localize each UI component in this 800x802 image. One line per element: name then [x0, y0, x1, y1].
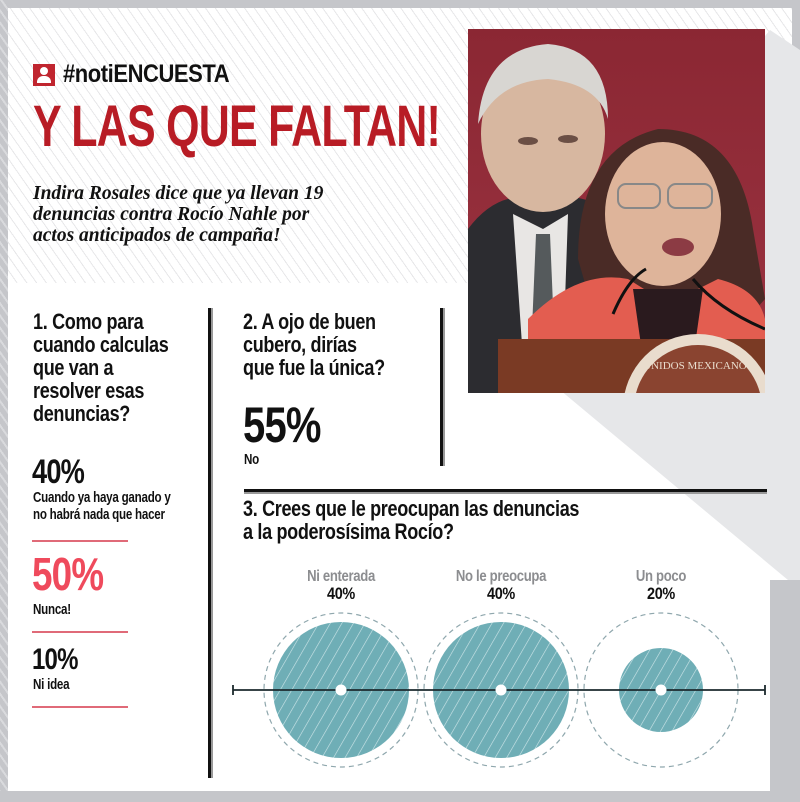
title-line: cubero, dirías	[243, 332, 357, 357]
q1-answer-2-label: Nunca!	[33, 602, 71, 619]
title-line: cuando calculas	[33, 332, 169, 357]
option-name: Ni enterada	[307, 568, 375, 585]
pink-divider	[32, 706, 128, 708]
question-1-title: 1. Como para cuando calculas que van a r…	[33, 310, 197, 425]
bottom-frame-edge	[0, 791, 800, 802]
title-line: que van a	[33, 355, 114, 380]
bubble-chart	[232, 612, 766, 768]
bubble-label-un-poco: Un poco 20%	[591, 568, 731, 602]
user-icon	[33, 63, 55, 86]
bubble-label-no-le-preocupa: No le preocupa 40%	[431, 568, 571, 602]
pink-divider	[32, 631, 128, 633]
headline: Y LAS QUE FALTAN!	[33, 94, 441, 159]
column-divider-right	[440, 308, 443, 466]
hashtag-label: #notiENCUESTA	[63, 60, 230, 88]
question-2-title: 2. A ojo de buen cubero, dirías que fue …	[243, 310, 423, 379]
section-divider	[244, 489, 767, 492]
center-dot	[335, 684, 347, 696]
intro-paragraph: Indira Rosales dice que ya llevan 19 den…	[33, 183, 433, 246]
title-line: resolver esas	[33, 378, 145, 403]
title-line: que fue la única?	[243, 355, 385, 380]
center-dot	[495, 684, 507, 696]
intro-line: denuncias contra Rocío Nahle por	[33, 204, 310, 225]
label-line: Cuando ya haya ganado y	[33, 490, 171, 506]
option-value: 40%	[487, 584, 515, 603]
title-line: 1. Como para	[33, 309, 144, 334]
question-3-title: 3. Crees que le preocupan las denuncias …	[243, 497, 637, 543]
label-line: Nunca!	[33, 602, 71, 618]
news-photo: UNIDOS MEXICANOS	[468, 29, 765, 393]
hashtag-row: #notiENCUESTA	[33, 60, 252, 89]
title-line: a la poderosísima Rocío?	[243, 519, 454, 544]
label-line: Ni idea	[33, 677, 70, 693]
q1-answer-3-label: Ni idea	[33, 677, 70, 694]
right-frame-edge	[770, 580, 800, 802]
intro-line: Indira Rosales dice que ya llevan 19	[33, 183, 324, 204]
title-line: 2. A ojo de buen	[243, 309, 376, 334]
bubble-label-ni-enterada: Ni enterada 40%	[271, 568, 411, 602]
title-line: 3. Crees que le preocupan las denuncias	[243, 496, 580, 521]
center-dot	[655, 684, 667, 696]
photo-illustration: UNIDOS MEXICANOS	[468, 29, 765, 393]
intro-line: actos anticipados de campaña!	[33, 225, 281, 246]
option-value: 40%	[327, 584, 355, 603]
q2-percent: 55%	[243, 397, 321, 453]
option-name: No le preocupa	[455, 568, 547, 585]
q1-answer-3-percent: 10%	[32, 643, 78, 676]
label-line: no habrá nada que hacer	[33, 507, 165, 523]
q1-answer-2-percent: 50%	[32, 548, 104, 600]
option-name: Un poco	[635, 568, 687, 585]
q2-label: No	[244, 452, 259, 468]
q1-answer-1-label: Cuando ya haya ganado y no habrá nada qu…	[33, 490, 171, 524]
seal-text: UNIDOS MEXICANOS	[643, 360, 753, 372]
column-divider-left	[208, 308, 211, 778]
left-frame-strip	[0, 0, 8, 802]
q1-answer-1-percent: 40%	[32, 453, 85, 491]
option-value: 20%	[647, 584, 675, 603]
pink-divider	[32, 540, 128, 542]
title-line: denuncias?	[33, 401, 130, 426]
